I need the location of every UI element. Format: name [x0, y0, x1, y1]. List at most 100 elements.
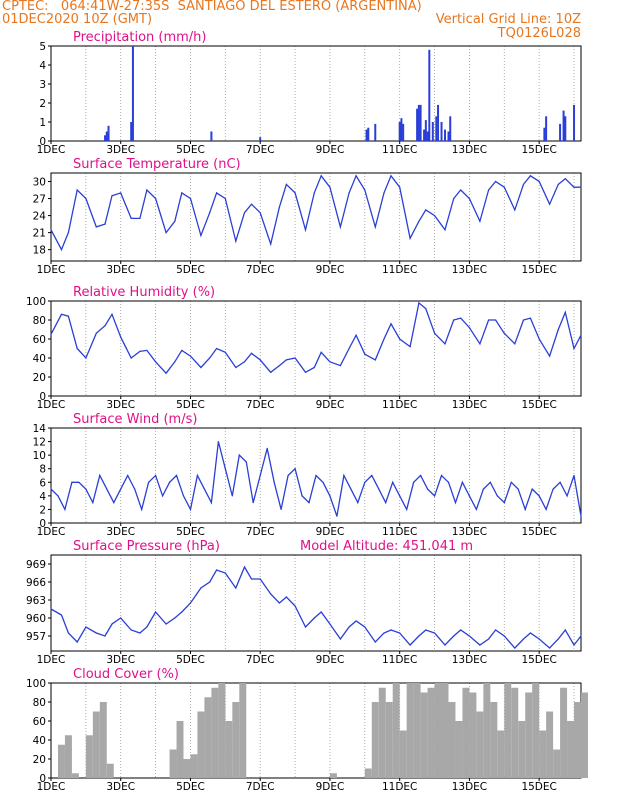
data-point [76, 189, 78, 191]
precip-bar [564, 116, 567, 141]
data-point [259, 578, 261, 580]
x-tick-label: 15DEC [521, 781, 556, 793]
data-point [374, 641, 376, 643]
data-point [557, 328, 559, 331]
x-tick-label: 5DEC [176, 264, 205, 276]
data-point [447, 481, 450, 483]
data-point [252, 502, 254, 504]
data-point [287, 474, 289, 477]
data-point [433, 632, 436, 634]
x-tick-label: 7DEC [246, 144, 275, 156]
data-point [85, 357, 87, 359]
data-point [165, 232, 167, 234]
data-point [420, 474, 422, 477]
data-point [336, 515, 338, 517]
data-point [148, 481, 150, 483]
y-tick-label: 20 [33, 372, 46, 384]
y-tick-label: 2 [39, 98, 46, 110]
x-tick-label: 13DEC [452, 654, 487, 666]
y-tick-label: 5 [39, 41, 46, 53]
x-tick-label: 9DEC [316, 526, 345, 538]
data-point [564, 629, 566, 631]
data-point [235, 587, 237, 589]
x-tick-label: 11DEC [382, 654, 417, 666]
data-point [444, 644, 446, 646]
data-point [92, 502, 94, 504]
data-point [580, 334, 582, 336]
panel-frame [50, 554, 582, 652]
precip-bar [367, 127, 370, 141]
data-point [564, 311, 566, 313]
data-point [99, 474, 101, 477]
data-point [50, 608, 52, 610]
data-point [487, 638, 490, 640]
precip-bar [440, 122, 443, 141]
data-point [120, 336, 122, 338]
data-point [573, 644, 575, 646]
x-tick-label: 5DEC [176, 399, 205, 411]
data-point [294, 468, 296, 470]
x-tick-label: 3DEC [106, 654, 135, 666]
data-point [50, 488, 52, 490]
x-tick-label: 7DEC [246, 781, 275, 793]
data-point [209, 581, 211, 583]
panel-frame [50, 300, 582, 397]
data-point [285, 359, 287, 361]
cloud-bar [497, 730, 505, 778]
data-point [200, 587, 202, 589]
data-point [552, 488, 554, 490]
data-point [182, 495, 185, 497]
data-point [231, 495, 233, 497]
header-grid-line: Vertical Grid Line: 10Z [435, 12, 581, 27]
cloud-bar [385, 702, 393, 778]
y-tick-label: 0 [39, 773, 46, 785]
y-tick-label: 0 [39, 136, 46, 148]
data-point [503, 502, 505, 504]
y-tick-label: 18 [33, 245, 46, 257]
data-point [454, 502, 457, 504]
data-point [245, 461, 247, 463]
data-point [357, 502, 359, 504]
data-point [573, 474, 575, 477]
data-point [557, 638, 559, 640]
x-tick-label: 13DEC [452, 264, 487, 276]
y-tick-label: 10 [33, 450, 46, 462]
data-point [243, 566, 246, 568]
data-point [189, 197, 192, 200]
cloud-bar [476, 711, 484, 778]
data-point [545, 508, 547, 511]
data-point [67, 232, 70, 234]
y-tick-label: 30 [33, 177, 46, 189]
data-point [270, 371, 272, 373]
data-point [522, 319, 525, 321]
data-point [181, 192, 183, 194]
x-tick-label: 1DEC [37, 654, 66, 666]
data-point [210, 502, 212, 504]
y-tick-label: 27 [33, 194, 46, 206]
precip-bar [573, 104, 576, 141]
precip-bar [105, 131, 108, 141]
data-point [127, 474, 129, 477]
data-point [409, 346, 411, 348]
data-point [259, 212, 261, 214]
data-point [304, 371, 307, 373]
x-tick-label: 9DEC [316, 399, 345, 411]
data-point [564, 178, 566, 180]
data-point [304, 626, 307, 628]
series-line [50, 301, 582, 375]
x-tick-label: 11DEC [382, 144, 417, 156]
header-model-code: TQ0126L028 [497, 26, 581, 41]
cloud-bar [455, 721, 463, 778]
data-point [134, 488, 136, 490]
precip-bar [437, 104, 440, 141]
data-point [60, 614, 63, 616]
data-point [308, 502, 310, 504]
data-point [479, 644, 481, 646]
data-point [155, 474, 157, 477]
data-point [104, 325, 106, 327]
data-point [243, 361, 246, 363]
data-point [130, 217, 132, 220]
y-tick-label: 4 [39, 491, 46, 503]
cloud-bar [71, 773, 79, 778]
data-point [461, 481, 464, 483]
